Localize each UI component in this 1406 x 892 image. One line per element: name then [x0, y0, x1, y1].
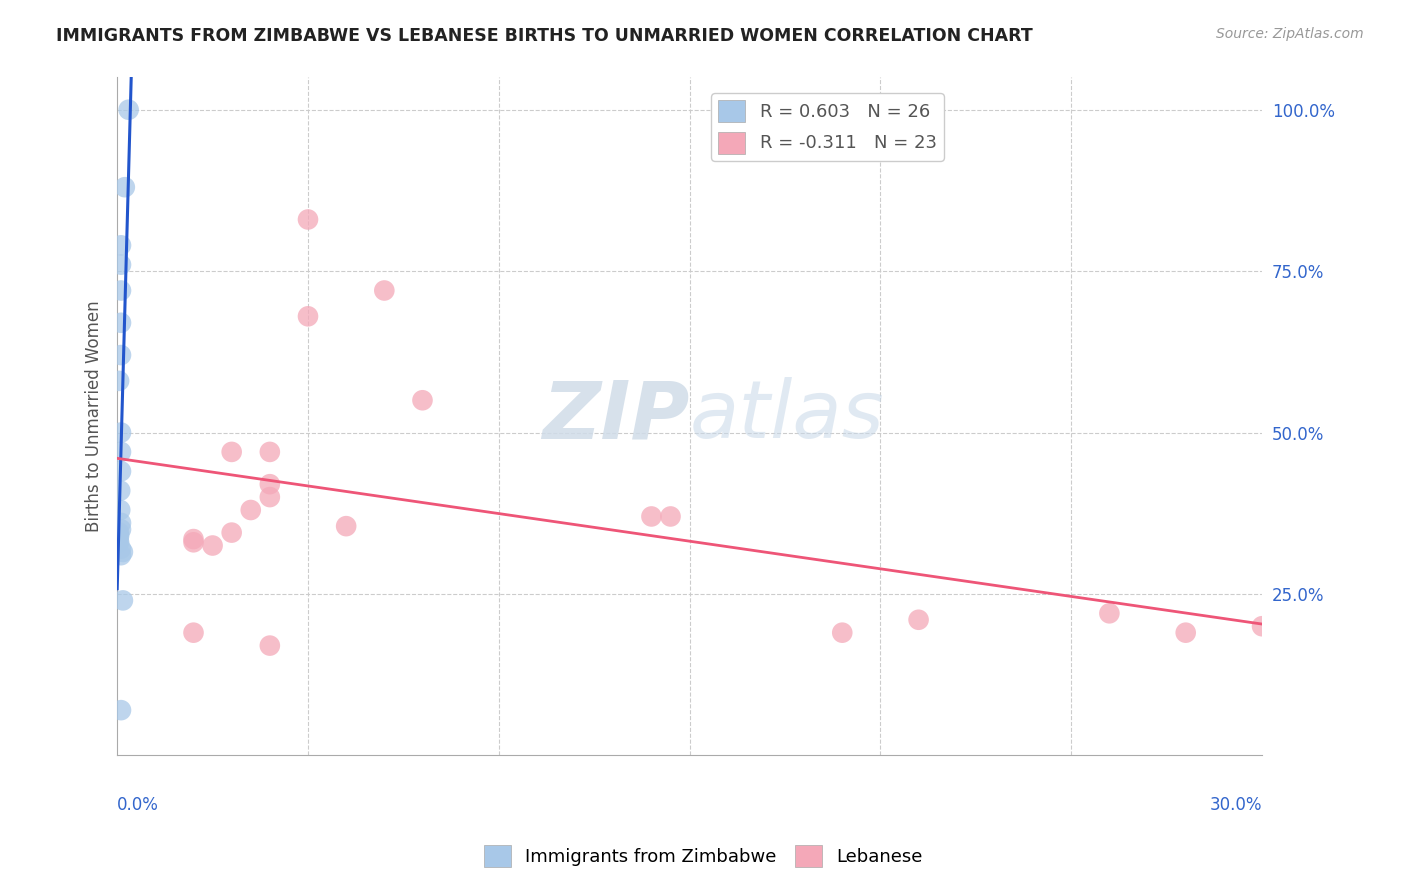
- Point: [110, 238, 132, 252]
- Point: [221, 525, 243, 540]
- Legend: Immigrants from Zimbabwe, Lebanese: Immigrants from Zimbabwe, Lebanese: [477, 838, 929, 874]
- Point: [110, 703, 132, 717]
- Point: [183, 535, 205, 549]
- Point: [108, 525, 131, 540]
- Point: [259, 639, 281, 653]
- Point: [183, 532, 205, 546]
- Point: [108, 535, 131, 549]
- Point: [201, 539, 224, 553]
- Point: [110, 522, 132, 536]
- Point: [110, 548, 132, 562]
- Text: ZIP: ZIP: [543, 377, 689, 456]
- Point: [907, 613, 929, 627]
- Point: [108, 529, 131, 543]
- Point: [111, 593, 134, 607]
- Text: 0.0%: 0.0%: [117, 796, 159, 814]
- Point: [117, 103, 139, 117]
- Point: [110, 348, 132, 362]
- Point: [183, 625, 205, 640]
- Text: 30.0%: 30.0%: [1209, 796, 1263, 814]
- Point: [297, 212, 319, 227]
- Point: [111, 545, 134, 559]
- Point: [110, 316, 132, 330]
- Point: [640, 509, 662, 524]
- Point: [110, 284, 132, 298]
- Point: [110, 258, 132, 272]
- Point: [107, 529, 129, 543]
- Point: [1174, 625, 1197, 640]
- Point: [1098, 607, 1121, 621]
- Point: [259, 477, 281, 491]
- Point: [110, 503, 132, 517]
- Point: [221, 445, 243, 459]
- Text: IMMIGRANTS FROM ZIMBABWE VS LEBANESE BIRTHS TO UNMARRIED WOMEN CORRELATION CHART: IMMIGRANTS FROM ZIMBABWE VS LEBANESE BIR…: [56, 27, 1033, 45]
- Point: [110, 445, 132, 459]
- Point: [107, 532, 129, 546]
- Point: [110, 425, 132, 440]
- Point: [335, 519, 357, 533]
- Point: [110, 541, 132, 556]
- Point: [373, 284, 395, 298]
- Point: [259, 445, 281, 459]
- Point: [114, 180, 136, 194]
- Text: Source: ZipAtlas.com: Source: ZipAtlas.com: [1216, 27, 1364, 41]
- Point: [110, 483, 132, 498]
- Legend: R = 0.603   N = 26, R = -0.311   N = 23: R = 0.603 N = 26, R = -0.311 N = 23: [711, 94, 943, 161]
- Point: [297, 310, 319, 324]
- Point: [239, 503, 262, 517]
- Point: [110, 516, 132, 530]
- Text: atlas: atlas: [689, 377, 884, 456]
- Point: [411, 393, 433, 408]
- Point: [259, 490, 281, 504]
- Point: [659, 509, 682, 524]
- Point: [831, 625, 853, 640]
- Point: [1251, 619, 1274, 633]
- Y-axis label: Births to Unmarried Women: Births to Unmarried Women: [86, 301, 103, 533]
- Point: [110, 464, 132, 478]
- Point: [108, 374, 131, 388]
- Point: [107, 535, 129, 549]
